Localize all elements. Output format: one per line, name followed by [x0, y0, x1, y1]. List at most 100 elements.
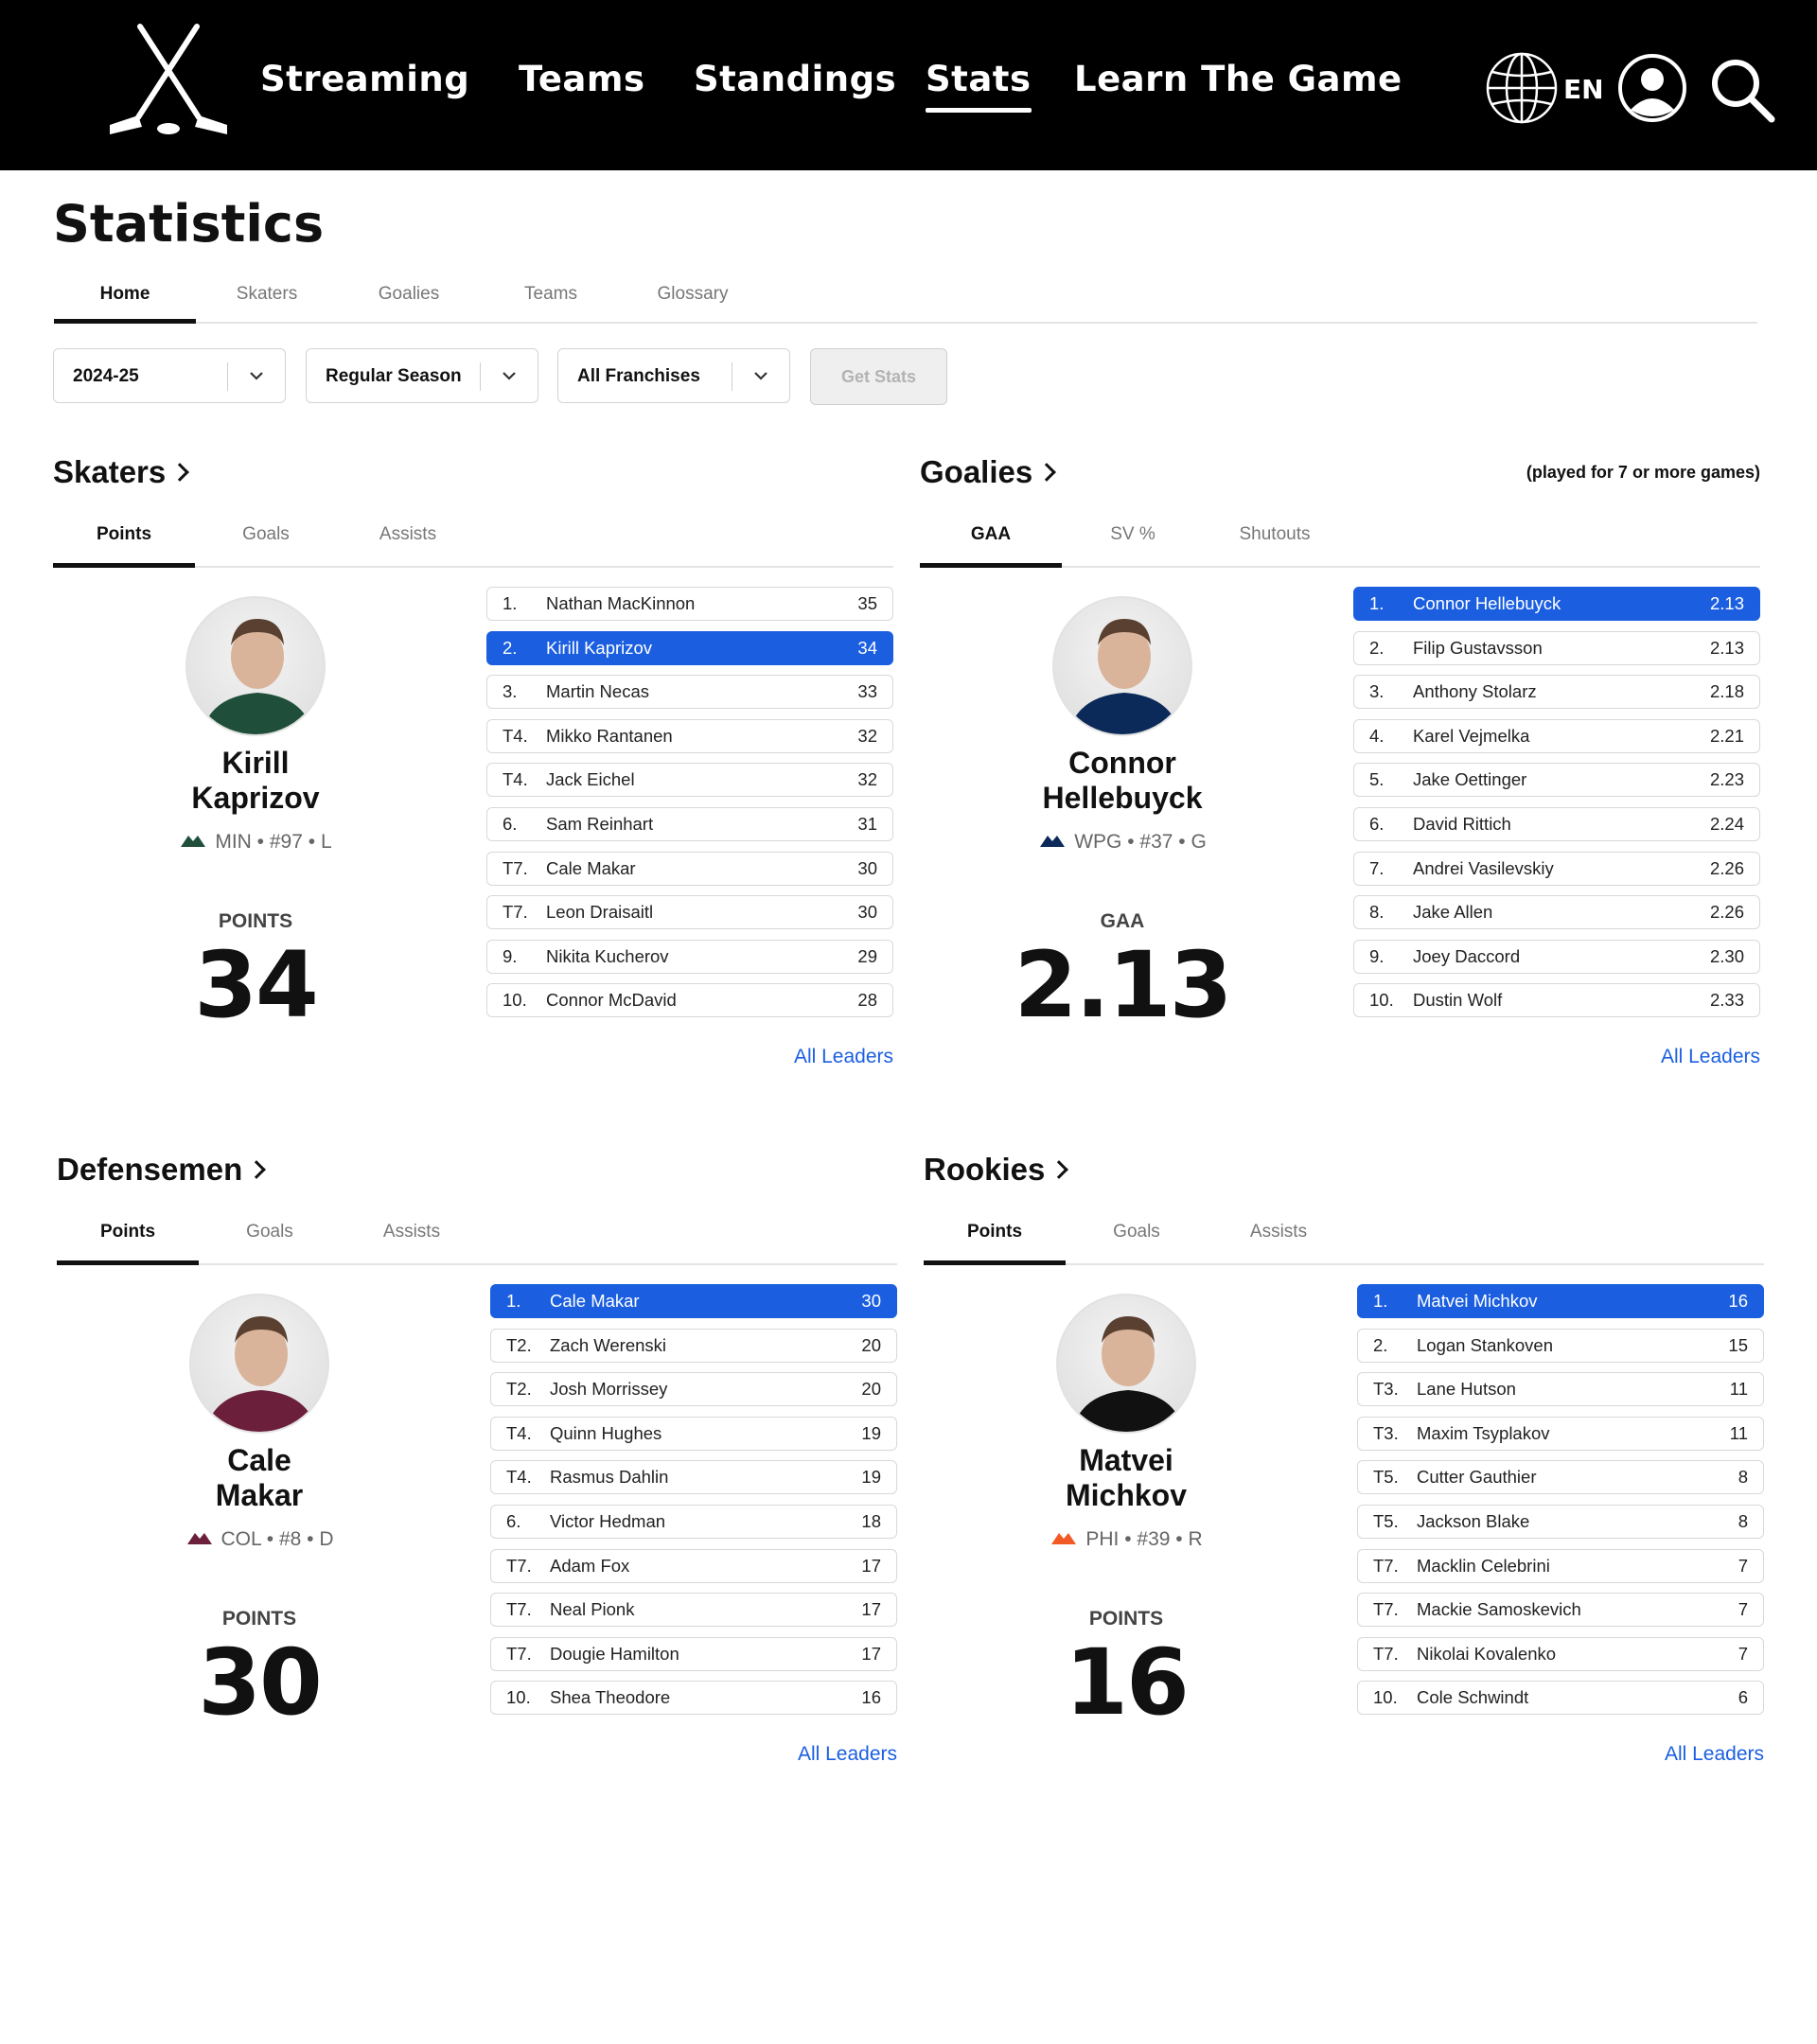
leader-row[interactable]: T4. Mikko Rantanen 32: [486, 718, 893, 753]
leader-name: Kirill Kaprizov: [546, 637, 653, 658]
leader-row[interactable]: T7. Dougie Hamilton 17: [490, 1636, 897, 1671]
tab-goals[interactable]: Goals: [246, 1222, 293, 1242]
leader-row[interactable]: T5. Cutter Gauthier 8: [1357, 1460, 1764, 1495]
tab-points[interactable]: Points: [53, 511, 195, 568]
leader-row[interactable]: 9. Nikita Kucherov 29: [486, 939, 893, 974]
nav-teams[interactable]: Teams: [519, 59, 645, 99]
leader-rank: 3.: [1369, 681, 1385, 702]
leader-row[interactable]: 7. Andrei Vasilevskiy 2.26: [1353, 851, 1760, 886]
leader-row[interactable]: T7. Neal Pionk 17: [490, 1593, 897, 1628]
player-position: D: [319, 1528, 334, 1550]
leader-row[interactable]: 10. Connor McDavid 28: [486, 983, 893, 1018]
tab-points[interactable]: Points: [924, 1208, 1066, 1265]
nav-streaming[interactable]: Streaming: [260, 59, 470, 99]
account-icon[interactable]: [1617, 53, 1687, 123]
all-leaders-link[interactable]: All Leaders: [1664, 1743, 1764, 1765]
player-silhouette-icon: [1068, 619, 1180, 734]
leader-row[interactable]: 1. Matvei Michkov 16: [1357, 1284, 1764, 1318]
leader-row[interactable]: 1. Nathan MacKinnon 35: [486, 587, 893, 621]
section-title-link[interactable]: Rookies: [924, 1152, 1069, 1188]
leader-row[interactable]: T5. Jackson Blake 8: [1357, 1504, 1764, 1539]
leader-row[interactable]: 10. Shea Theodore 16: [490, 1681, 897, 1716]
leader-row[interactable]: T4. Rasmus Dahlin 19: [490, 1460, 897, 1495]
all-leaders-link[interactable]: All Leaders: [797, 1743, 897, 1765]
tab-gaa[interactable]: GAA: [920, 511, 1062, 568]
select-divider: [480, 362, 481, 391]
tab-shutouts[interactable]: Shutouts: [1239, 524, 1311, 544]
nav-standings[interactable]: Standings: [694, 59, 897, 99]
leader-row[interactable]: 1. Cale Makar 30: [490, 1284, 897, 1318]
leader-name: Cale Makar: [546, 857, 636, 878]
leader-row[interactable]: T7. Adam Fox 17: [490, 1548, 897, 1583]
leader-value: 18: [861, 1510, 881, 1531]
leader-name: Leon Draisaitl: [546, 902, 654, 923]
tab-assists[interactable]: Assists: [379, 524, 437, 544]
language-label[interactable]: EN: [1563, 74, 1604, 105]
leader-row[interactable]: 6. David Rittich 2.24: [1353, 806, 1760, 841]
leader-name: Maxim Tsyplakov: [1417, 1422, 1550, 1443]
nav-stats[interactable]: Stats: [926, 59, 1032, 113]
leader-row[interactable]: T3. Lane Hutson 11: [1357, 1372, 1764, 1407]
all-leaders-link[interactable]: All Leaders: [1660, 1046, 1760, 1067]
nav-learn-the-game[interactable]: Learn The Game: [1074, 59, 1402, 99]
leader-row[interactable]: 3. Martin Necas 33: [486, 675, 893, 710]
leader-row[interactable]: 8. Jake Allen 2.26: [1353, 895, 1760, 930]
leader-row[interactable]: 4. Karel Vejmelka 2.21: [1353, 718, 1760, 753]
leader-value: 16: [1728, 1291, 1748, 1311]
leader-row[interactable]: T2. Josh Morrissey 20: [490, 1372, 897, 1407]
leader-row[interactable]: T7. Nikolai Kovalenko 7: [1357, 1636, 1764, 1671]
leader-row[interactable]: T4. Quinn Hughes 19: [490, 1416, 897, 1451]
game-type-select[interactable]: Regular Season: [306, 348, 538, 403]
leader-row[interactable]: 10. Dustin Wolf 2.33: [1353, 983, 1760, 1018]
leader-row[interactable]: T4. Jack Eichel 32: [486, 763, 893, 798]
leader-row[interactable]: T7. Mackie Samoskevich 7: [1357, 1593, 1764, 1628]
stat-label: POINTS: [218, 910, 293, 932]
leader-row[interactable]: 9. Joey Daccord 2.30: [1353, 939, 1760, 974]
crossed-sticks-logo-icon[interactable]: [104, 23, 233, 140]
leader-row[interactable]: T7. Macklin Celebrini 7: [1357, 1548, 1764, 1583]
leader-row[interactable]: 1. Connor Hellebuyck 2.13: [1353, 587, 1760, 621]
leader-row[interactable]: 2. Kirill Kaprizov 34: [486, 630, 893, 665]
tab-goals[interactable]: Goals: [1113, 1222, 1160, 1242]
search-icon[interactable]: [1709, 57, 1777, 125]
leader-row[interactable]: T7. Leon Draisaitl 30: [486, 895, 893, 930]
section-title: Goalies: [920, 454, 1033, 489]
all-leaders-link[interactable]: All Leaders: [793, 1046, 893, 1067]
player-silhouette-icon: [205, 1316, 317, 1432]
skaters-section: Skaters Points Goals Assists Kirill Kapr…: [53, 454, 893, 1136]
globe-icon[interactable]: [1485, 51, 1559, 125]
leader-value: 8: [1738, 1467, 1748, 1488]
leader-row[interactable]: 10. Cole Schwindt 6: [1357, 1681, 1764, 1716]
leader-name: Sam Reinhart: [546, 813, 654, 834]
section-title-link[interactable]: Defensemen: [57, 1152, 267, 1188]
leader-rank: 7.: [1369, 857, 1385, 878]
season-select[interactable]: 2024-25: [53, 348, 286, 403]
tab-glossary[interactable]: Glossary: [657, 284, 729, 304]
leader-row[interactable]: 6. Victor Hedman 18: [490, 1504, 897, 1539]
leader-row[interactable]: 5. Jake Oettinger 2.23: [1353, 763, 1760, 798]
player-number: #39: [1137, 1528, 1171, 1550]
tab-goalies[interactable]: Goalies: [378, 284, 440, 304]
leader-name: Jackson Blake: [1417, 1510, 1530, 1531]
tab-sv[interactable]: SV %: [1110, 524, 1155, 544]
leader-name: Nikolai Kovalenko: [1417, 1643, 1557, 1664]
tab-teams[interactable]: Teams: [524, 284, 577, 304]
stat-value: 34: [194, 932, 319, 1038]
leader-row[interactable]: T2. Zach Werenski 20: [490, 1328, 897, 1363]
leader-row[interactable]: T3. Maxim Tsyplakov 11: [1357, 1416, 1764, 1451]
tab-points[interactable]: Points: [57, 1208, 199, 1265]
leader-row[interactable]: 3. Anthony Stolarz 2.18: [1353, 675, 1760, 710]
leader-row[interactable]: T7. Cale Makar 30: [486, 851, 893, 886]
tab-assists[interactable]: Assists: [1249, 1222, 1308, 1242]
tab-skaters[interactable]: Skaters: [236, 284, 298, 304]
tab-home[interactable]: Home: [54, 278, 196, 324]
tab-assists[interactable]: Assists: [382, 1222, 441, 1242]
section-title-link[interactable]: Skaters: [53, 454, 190, 490]
get-stats-button[interactable]: Get Stats: [810, 348, 947, 405]
leader-row[interactable]: 2. Logan Stankoven 15: [1357, 1328, 1764, 1363]
tab-goals[interactable]: Goals: [242, 524, 290, 544]
franchise-select[interactable]: All Franchises: [557, 348, 790, 403]
leader-row[interactable]: 6. Sam Reinhart 31: [486, 806, 893, 841]
leader-row[interactable]: 2. Filip Gustavsson 2.13: [1353, 630, 1760, 665]
section-title-link[interactable]: Goalies: [920, 454, 1057, 490]
